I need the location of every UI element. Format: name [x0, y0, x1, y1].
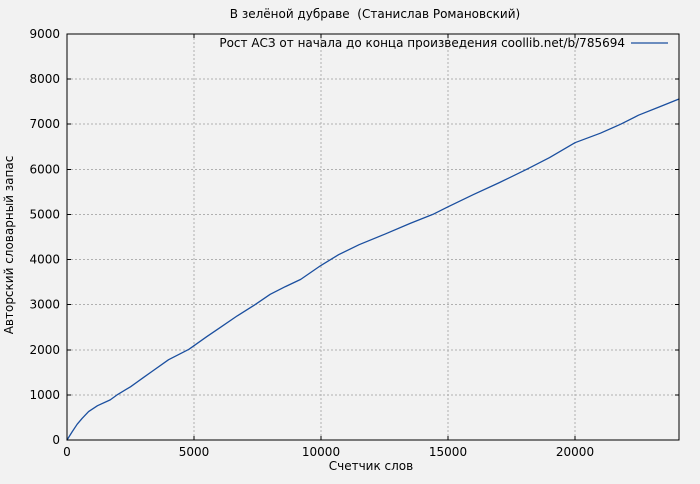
- grid-layer: [67, 34, 679, 440]
- x-tick-label: 15000: [429, 445, 467, 459]
- y-tick-label: 9000: [29, 27, 60, 41]
- x-tick-label: 20000: [556, 445, 594, 459]
- y-tick-label: 2000: [29, 343, 60, 357]
- y-tick-label: 7000: [29, 117, 60, 131]
- y-tick-label: 0: [52, 433, 60, 447]
- x-tick-label: 5000: [179, 445, 210, 459]
- y-tick-label: 3000: [29, 298, 60, 312]
- y-tick-label: 4000: [29, 253, 60, 267]
- y-tick-label: 6000: [29, 162, 60, 176]
- y-tick-label: 1000: [29, 388, 60, 402]
- chart-title: В зелёной дубраве (Станислав Романовский…: [230, 7, 520, 21]
- y-axis-label: Авторский словарный запас: [2, 156, 16, 335]
- series-layer: [66, 98, 680, 441]
- plot-border: [66, 33, 680, 441]
- y-tick-label: 5000: [29, 207, 60, 221]
- tick-label-layer: 0 5000 10000 15000 20000 0 1000 2000 3000 4000 500…: [29, 27, 594, 459]
- x-tick-label: 10000: [302, 445, 340, 459]
- y-tick-label: 8000: [29, 72, 60, 86]
- vocabulary-growth-line: [66, 98, 680, 441]
- legend-label: Рост АСЗ от начала до конца произведения…: [219, 36, 625, 50]
- x-tick-label: 0: [63, 445, 71, 459]
- x-axis-label: Счетчик слов: [329, 459, 413, 473]
